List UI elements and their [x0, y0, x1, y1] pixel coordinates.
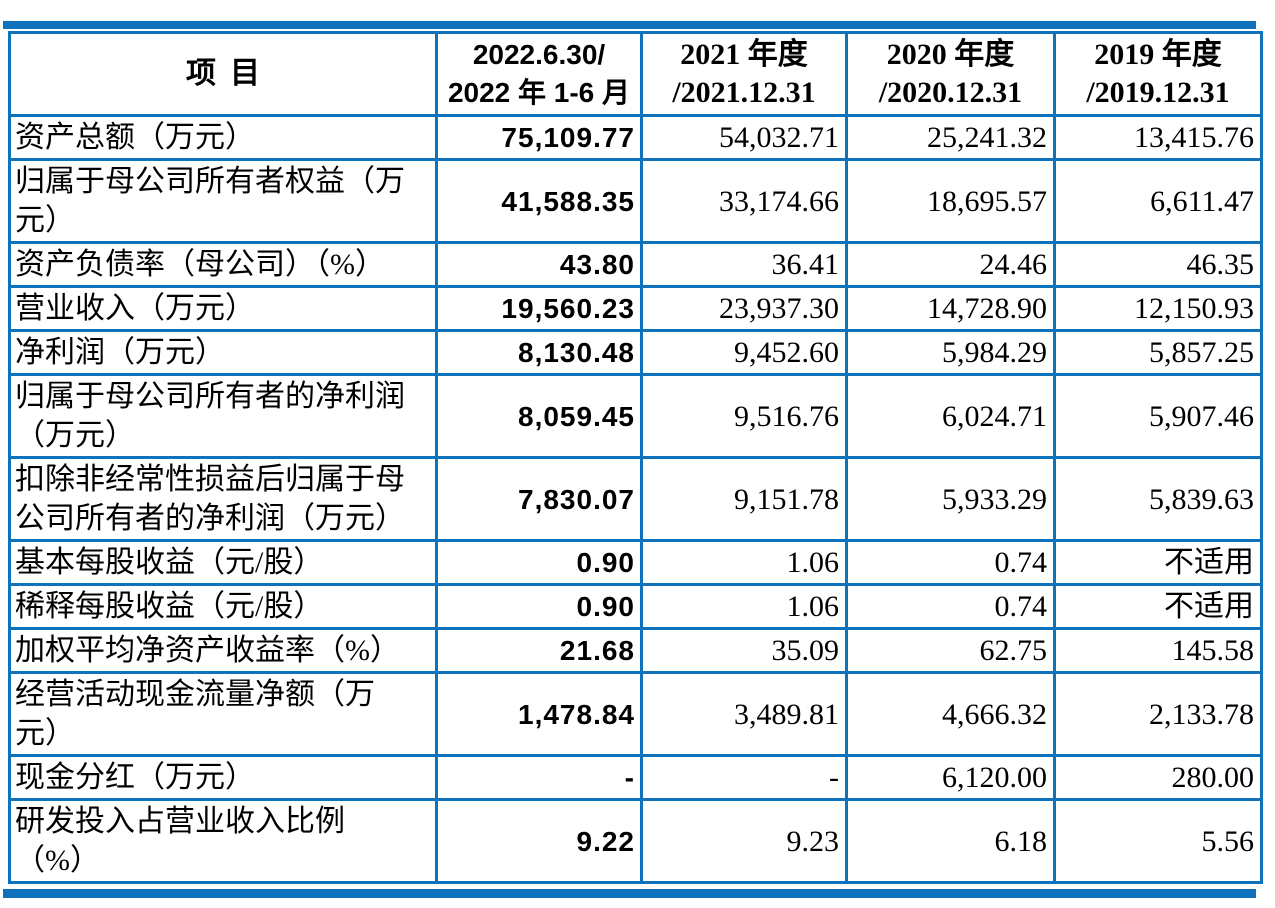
header-2021: 2021 年度 /2021.12.31: [640, 31, 848, 117]
cell-2019: 5.56: [1053, 798, 1263, 884]
cell-2021: 54,032.71: [640, 114, 848, 161]
cell-2021: 9,452.60: [640, 329, 848, 376]
row-label: 资产负债率（母公司）（%）: [8, 241, 438, 288]
cell-2021: 9,516.76: [640, 373, 848, 459]
cell-2020: 18,695.57: [845, 158, 1056, 244]
table-row: 净利润（万元） 8,130.48 9,452.60 5,984.29 5,857…: [8, 329, 1263, 376]
row-label: 加权平均净资产收益率（%）: [8, 627, 438, 674]
row-label: 基本每股收益（元/股）: [8, 539, 438, 586]
financial-summary-table: 项目 2022.6.30/ 2022 年 1-6 月 2021 年度 /2021…: [8, 31, 1263, 884]
cell-2020: 5,933.29: [845, 456, 1056, 542]
row-label: 资产总额（万元）: [8, 114, 438, 161]
cell-2021: 33,174.66: [640, 158, 848, 244]
cell-2020: 0.74: [845, 539, 1056, 586]
cell-2022: 8,059.45: [435, 373, 643, 459]
cell-2020: 24.46: [845, 241, 1056, 288]
cell-2021: 9,151.78: [640, 456, 848, 542]
cell-2020: 0.74: [845, 583, 1056, 630]
cell-2020: 25,241.32: [845, 114, 1056, 161]
table-row: 资产总额（万元） 75,109.77 54,032.71 25,241.32 1…: [8, 114, 1263, 161]
header-2020: 2020 年度 /2020.12.31: [845, 31, 1056, 117]
row-label: 研发投入占营业收入比例 （%）: [8, 798, 438, 884]
cell-2022: 9.22: [435, 798, 643, 884]
cell-2021: 1.06: [640, 583, 848, 630]
cell-2019: 13,415.76: [1053, 114, 1263, 161]
table-row: 资产负债率（母公司）（%） 43.80 36.41 24.46 46.35: [8, 241, 1263, 288]
cell-2019: 5,857.25: [1053, 329, 1263, 376]
cell-2020: 6,120.00: [845, 754, 1056, 801]
cell-2021: 23,937.30: [640, 285, 848, 332]
cell-2021: -: [640, 754, 848, 801]
cell-2019: 6,611.47: [1053, 158, 1263, 244]
table-row: 扣除非经常性损益后归属于母 公司所有者的净利润（万元） 7,830.07 9,1…: [8, 456, 1263, 542]
table-row: 研发投入占营业收入比例 （%） 9.22 9.23 6.18 5.56: [8, 798, 1263, 884]
cell-2021: 35.09: [640, 627, 848, 674]
cell-2019: 不适用: [1053, 539, 1263, 586]
table-row: 稀释每股收益（元/股） 0.90 1.06 0.74 不适用: [8, 583, 1263, 630]
cell-2022: 75,109.77: [435, 114, 643, 161]
cell-2022: 1,478.84: [435, 671, 643, 757]
row-label: 扣除非经常性损益后归属于母 公司所有者的净利润（万元）: [8, 456, 438, 542]
cell-2019: 46.35: [1053, 241, 1263, 288]
cell-2020: 4,666.32: [845, 671, 1056, 757]
top-rule: [3, 21, 1256, 29]
cell-2020: 14,728.90: [845, 285, 1056, 332]
row-label: 归属于母公司所有者的净利润 （万元）: [8, 373, 438, 459]
header-2022: 2022.6.30/ 2022 年 1-6 月: [435, 31, 643, 117]
cell-2019: 145.58: [1053, 627, 1263, 674]
row-label: 归属于母公司所有者权益（万 元）: [8, 158, 438, 244]
header-2019: 2019 年度 /2019.12.31: [1053, 31, 1263, 117]
cell-2022: 8,130.48: [435, 329, 643, 376]
row-label: 经营活动现金流量净额（万 元）: [8, 671, 438, 757]
cell-2019: 不适用: [1053, 583, 1263, 630]
table-row: 现金分红（万元） - - 6,120.00 280.00: [8, 754, 1263, 801]
cell-2022: 41,588.35: [435, 158, 643, 244]
table-row: 基本每股收益（元/股） 0.90 1.06 0.74 不适用: [8, 539, 1263, 586]
cell-2019: 5,839.63: [1053, 456, 1263, 542]
cell-2022: 0.90: [435, 583, 643, 630]
cell-2022: 7,830.07: [435, 456, 643, 542]
cell-2022: 43.80: [435, 241, 643, 288]
bottom-rule: [3, 889, 1256, 898]
cell-2022: -: [435, 754, 643, 801]
row-label: 现金分红（万元）: [8, 754, 438, 801]
header-row: 项目 2022.6.30/ 2022 年 1-6 月 2021 年度 /2021…: [8, 31, 1263, 117]
table-row: 加权平均净资产收益率（%） 21.68 35.09 62.75 145.58: [8, 627, 1263, 674]
table-row: 经营活动现金流量净额（万 元） 1,478.84 3,489.81 4,666.…: [8, 671, 1263, 757]
cell-2021: 9.23: [640, 798, 848, 884]
cell-2021: 3,489.81: [640, 671, 848, 757]
cell-2021: 1.06: [640, 539, 848, 586]
table-row: 归属于母公司所有者权益（万 元） 41,588.35 33,174.66 18,…: [8, 158, 1263, 244]
row-label: 净利润（万元）: [8, 329, 438, 376]
row-label: 营业收入（万元）: [8, 285, 438, 332]
table-row: 归属于母公司所有者的净利润 （万元） 8,059.45 9,516.76 6,0…: [8, 373, 1263, 459]
cell-2019: 12,150.93: [1053, 285, 1263, 332]
cell-2020: 6,024.71: [845, 373, 1056, 459]
cell-2022: 19,560.23: [435, 285, 643, 332]
table-row: 营业收入（万元） 19,560.23 23,937.30 14,728.90 1…: [8, 285, 1263, 332]
cell-2020: 6.18: [845, 798, 1056, 884]
cell-2020: 62.75: [845, 627, 1056, 674]
cell-2020: 5,984.29: [845, 329, 1056, 376]
cell-2022: 21.68: [435, 627, 643, 674]
cell-2022: 0.90: [435, 539, 643, 586]
cell-2019: 280.00: [1053, 754, 1263, 801]
row-label: 稀释每股收益（元/股）: [8, 583, 438, 630]
cell-2019: 2,133.78: [1053, 671, 1263, 757]
cell-2021: 36.41: [640, 241, 848, 288]
cell-2019: 5,907.46: [1053, 373, 1263, 459]
header-item: 项目: [8, 31, 438, 117]
